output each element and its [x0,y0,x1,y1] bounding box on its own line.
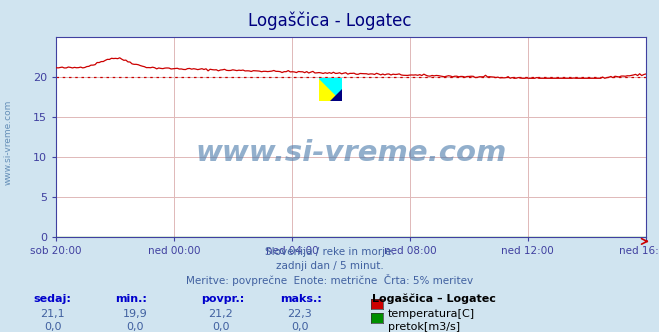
Text: Logaščica – Logatec: Logaščica – Logatec [372,294,496,304]
Text: 0,0: 0,0 [212,322,229,332]
Text: 0,0: 0,0 [44,322,61,332]
Polygon shape [330,89,342,101]
Text: Slovenija / reke in morje.: Slovenija / reke in morje. [264,247,395,257]
Text: 19,9: 19,9 [123,309,148,319]
Text: zadnji dan / 5 minut.: zadnji dan / 5 minut. [275,261,384,271]
Text: 21,2: 21,2 [208,309,233,319]
Text: 21,1: 21,1 [40,309,65,319]
Text: Logaščica - Logatec: Logaščica - Logatec [248,12,411,30]
Text: 0,0: 0,0 [291,322,308,332]
Text: min.:: min.: [115,294,147,304]
Polygon shape [319,78,342,101]
Text: maks.:: maks.: [280,294,322,304]
Text: temperatura[C]: temperatura[C] [388,309,475,319]
Text: Meritve: povprečne  Enote: metrične  Črta: 5% meritev: Meritve: povprečne Enote: metrične Črta:… [186,274,473,286]
Text: povpr.:: povpr.: [201,294,244,304]
Text: pretok[m3/s]: pretok[m3/s] [388,322,460,332]
Polygon shape [319,78,342,101]
Text: 22,3: 22,3 [287,309,312,319]
Text: www.si-vreme.com: www.si-vreme.com [4,100,13,186]
Text: 0,0: 0,0 [127,322,144,332]
Text: www.si-vreme.com: www.si-vreme.com [195,139,507,167]
Text: sedaj:: sedaj: [33,294,71,304]
